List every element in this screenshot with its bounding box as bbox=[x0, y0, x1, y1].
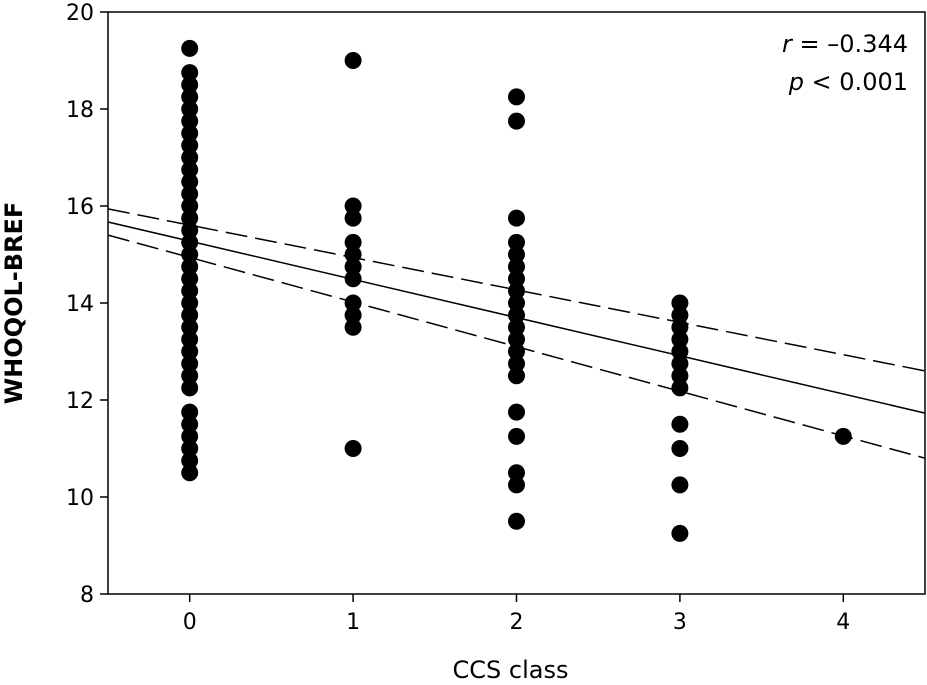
data-point bbox=[181, 136, 199, 154]
data-point bbox=[344, 306, 362, 324]
stat-annotation-0: r = –0.344 bbox=[782, 30, 908, 58]
data-point bbox=[671, 524, 689, 542]
x-axis-label: CCS class bbox=[453, 656, 569, 684]
data-point bbox=[181, 233, 199, 251]
data-point bbox=[671, 476, 689, 494]
data-point bbox=[671, 318, 689, 336]
x-tick-label: 3 bbox=[673, 610, 687, 635]
data-point bbox=[181, 209, 199, 227]
data-point bbox=[181, 427, 199, 445]
data-point bbox=[181, 221, 199, 239]
y-tick-label: 20 bbox=[66, 1, 94, 26]
data-point bbox=[508, 318, 525, 336]
data-point bbox=[344, 246, 362, 263]
data-point bbox=[181, 318, 199, 336]
data-point bbox=[181, 112, 199, 130]
data-point bbox=[671, 367, 689, 385]
y-tick-label: 10 bbox=[66, 486, 94, 511]
data-point bbox=[508, 330, 525, 348]
data-point bbox=[671, 355, 689, 373]
y-tick-label: 12 bbox=[66, 389, 94, 414]
y-tick-label: 8 bbox=[80, 583, 94, 608]
data-point bbox=[508, 476, 525, 494]
data-point bbox=[181, 100, 199, 118]
data-point bbox=[181, 39, 199, 57]
data-point bbox=[181, 258, 199, 276]
data-point bbox=[181, 294, 199, 312]
data-point bbox=[671, 330, 689, 348]
data-point bbox=[508, 246, 525, 263]
data-point bbox=[508, 233, 525, 251]
data-point bbox=[344, 270, 362, 288]
data-point bbox=[344, 258, 362, 276]
data-point bbox=[181, 415, 199, 433]
data-point bbox=[508, 306, 525, 324]
data-point bbox=[671, 306, 689, 324]
data-point bbox=[508, 294, 525, 312]
data-point bbox=[344, 52, 362, 69]
data-point bbox=[508, 464, 525, 482]
data-point bbox=[508, 367, 525, 385]
data-point bbox=[344, 209, 362, 227]
data-point bbox=[344, 197, 362, 215]
data-point bbox=[181, 149, 199, 166]
data-point bbox=[344, 294, 362, 312]
data-point bbox=[508, 403, 525, 421]
data-point bbox=[671, 415, 689, 433]
data-point bbox=[181, 270, 199, 288]
data-point bbox=[181, 161, 199, 179]
x-tick-label: 0 bbox=[183, 610, 197, 635]
ci-upper-line bbox=[107, 208, 926, 372]
data-point bbox=[508, 88, 525, 106]
data-point bbox=[344, 440, 362, 457]
data-point bbox=[508, 512, 525, 530]
data-point bbox=[181, 64, 199, 82]
y-tick-label: 16 bbox=[66, 195, 94, 220]
data-point bbox=[671, 379, 689, 397]
data-point bbox=[344, 318, 362, 336]
data-point bbox=[508, 282, 525, 300]
data-point bbox=[181, 76, 199, 94]
data-point bbox=[508, 427, 525, 445]
data-point bbox=[344, 233, 362, 251]
y-axis-label: WHOQOL-BREF bbox=[0, 202, 28, 405]
data-point bbox=[508, 270, 525, 288]
stat-annotation-1: p < 0.001 bbox=[788, 68, 908, 96]
x-tick-label: 2 bbox=[510, 610, 524, 635]
data-point bbox=[671, 440, 689, 457]
y-tick-label: 18 bbox=[66, 98, 94, 123]
x-tick-label: 4 bbox=[836, 610, 850, 635]
data-point bbox=[508, 343, 525, 360]
data-point bbox=[181, 173, 199, 191]
data-point bbox=[508, 355, 525, 373]
data-point bbox=[181, 440, 199, 457]
data-point bbox=[181, 464, 199, 482]
data-point bbox=[181, 330, 199, 348]
data-point bbox=[181, 88, 199, 106]
y-tick-label: 14 bbox=[66, 292, 94, 317]
data-point bbox=[181, 185, 199, 203]
data-point bbox=[181, 197, 199, 215]
data-point bbox=[181, 367, 199, 385]
data-point bbox=[181, 403, 199, 421]
data-point bbox=[181, 379, 199, 397]
data-point bbox=[834, 427, 852, 445]
data-point bbox=[181, 355, 199, 373]
data-point bbox=[508, 112, 525, 130]
data-point bbox=[181, 452, 199, 470]
data-point bbox=[181, 343, 199, 360]
data-point bbox=[181, 306, 199, 324]
data-point bbox=[671, 343, 689, 360]
x-tick-label: 1 bbox=[346, 610, 360, 635]
data-point bbox=[181, 246, 199, 263]
data-point bbox=[508, 209, 525, 227]
data-point bbox=[181, 282, 199, 300]
data-point bbox=[508, 258, 525, 276]
data-point bbox=[671, 294, 689, 312]
data-point bbox=[181, 124, 199, 142]
